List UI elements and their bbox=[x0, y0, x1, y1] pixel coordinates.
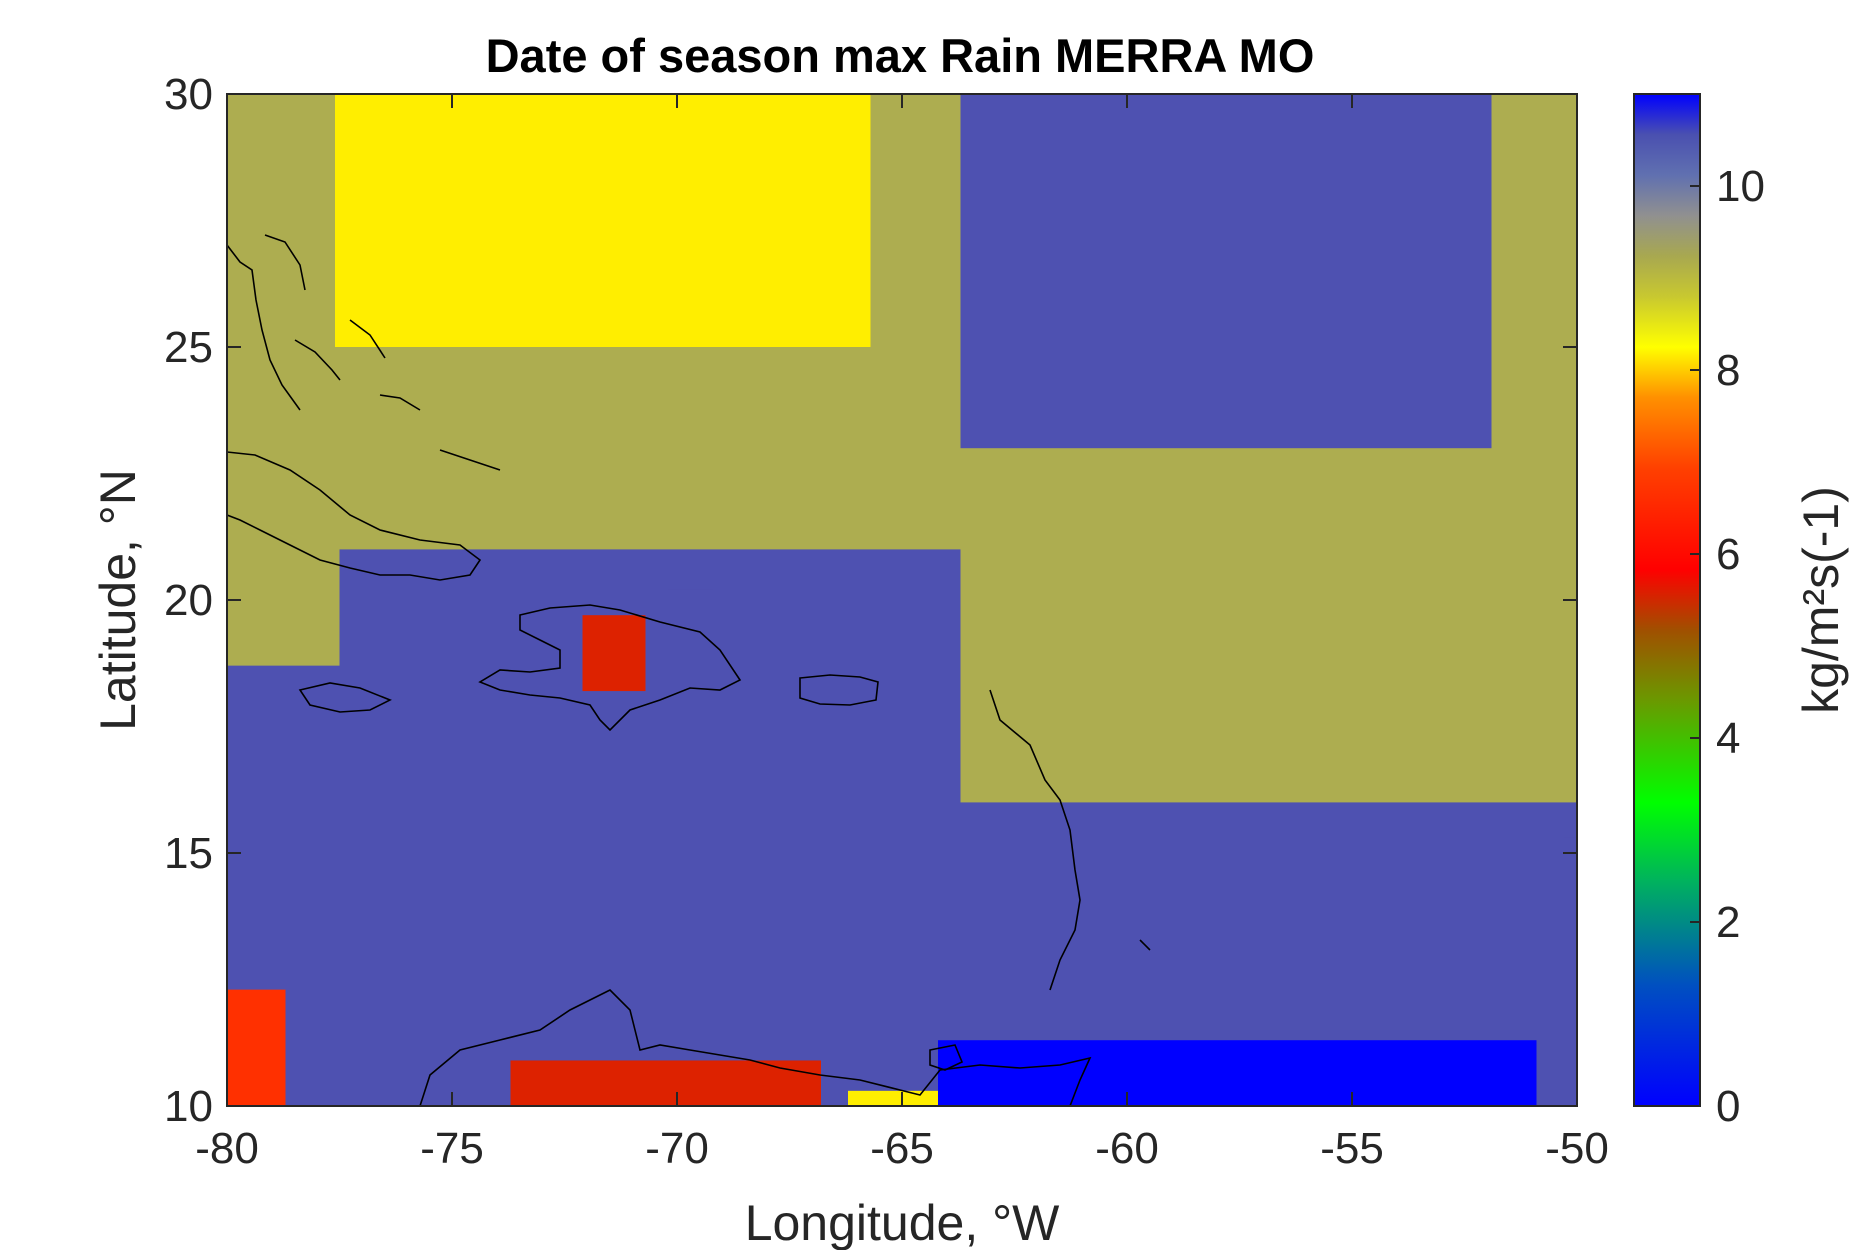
coastline-florida bbox=[227, 244, 301, 411]
colorbar-tick-label: 8 bbox=[1716, 346, 1740, 395]
heatmap-cell bbox=[848, 1090, 961, 1106]
coastline-bahamas bbox=[264, 234, 501, 471]
coastline-trinidad bbox=[929, 1044, 964, 1071]
coastline-puerto-rico bbox=[799, 674, 879, 706]
chart-title: Date of season max Rain MERRA MO bbox=[486, 29, 1315, 82]
heatmap-cell bbox=[582, 615, 646, 692]
x-axis-label: Longitude, °W bbox=[745, 1195, 1060, 1250]
y-tick-label: 25 bbox=[164, 323, 213, 372]
y-tick-label: 15 bbox=[164, 829, 213, 878]
colorbar-tick-label: 10 bbox=[1716, 162, 1765, 211]
x-tick-label: -65 bbox=[870, 1124, 934, 1173]
heatmap-region-caribbean bbox=[227, 539, 1577, 1106]
heatmap-cell bbox=[960, 94, 1492, 449]
x-tick-label: -50 bbox=[1545, 1124, 1609, 1173]
x-tick-label: -55 bbox=[1320, 1124, 1384, 1173]
heatmap-cell bbox=[227, 989, 286, 1106]
coastline-south-america bbox=[419, 989, 1092, 1106]
coastline-hispaniola bbox=[478, 604, 742, 732]
coastlines bbox=[227, 234, 1151, 1106]
colorbar-tick-label: 2 bbox=[1716, 898, 1740, 947]
colorbar-label: kg/m²s(-1) bbox=[1793, 486, 1849, 714]
coastline-lesser-antilles bbox=[989, 689, 1151, 991]
heatmap-cell bbox=[335, 94, 871, 347]
colorbar-axis: 0 2 4 6 8 10 bbox=[1690, 162, 1765, 1131]
heatmap-cell bbox=[938, 1040, 1537, 1106]
x-tick-label: -70 bbox=[645, 1124, 709, 1173]
colorbar-tick-label: 0 bbox=[1716, 1082, 1740, 1131]
colorbar-tick-label: 4 bbox=[1716, 714, 1740, 763]
coastline-cuba bbox=[227, 451, 482, 581]
x-tick-label: -80 bbox=[195, 1124, 259, 1173]
colorbar-tick-label: 6 bbox=[1716, 530, 1740, 579]
coastline-jamaica bbox=[298, 682, 392, 713]
y-tick-label: 20 bbox=[164, 576, 213, 625]
y-tick-label: 10 bbox=[164, 1082, 213, 1131]
heatmap-cell bbox=[510, 1060, 821, 1106]
x-axis: -80 -75 -70 -65 -60 -55 -50 bbox=[195, 94, 1609, 1173]
x-tick-label: -75 bbox=[420, 1124, 484, 1173]
x-tick-label: -60 bbox=[1095, 1124, 1159, 1173]
heatmap-cell bbox=[227, 94, 340, 666]
colorbar bbox=[1633, 93, 1701, 1107]
y-axis-label: Latitude, °N bbox=[90, 469, 146, 731]
y-axis: 10 15 20 25 30 bbox=[164, 70, 1577, 1131]
y-tick-label: 30 bbox=[164, 70, 213, 119]
plot-area bbox=[227, 94, 1577, 1106]
